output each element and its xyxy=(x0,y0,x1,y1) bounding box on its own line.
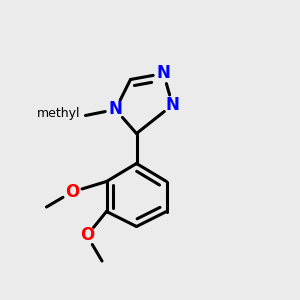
Text: methyl: methyl xyxy=(37,107,80,121)
Text: N: N xyxy=(109,100,122,118)
Text: N: N xyxy=(157,64,170,82)
Text: N: N xyxy=(166,96,179,114)
Text: O: O xyxy=(80,226,94,244)
Text: O: O xyxy=(65,183,79,201)
